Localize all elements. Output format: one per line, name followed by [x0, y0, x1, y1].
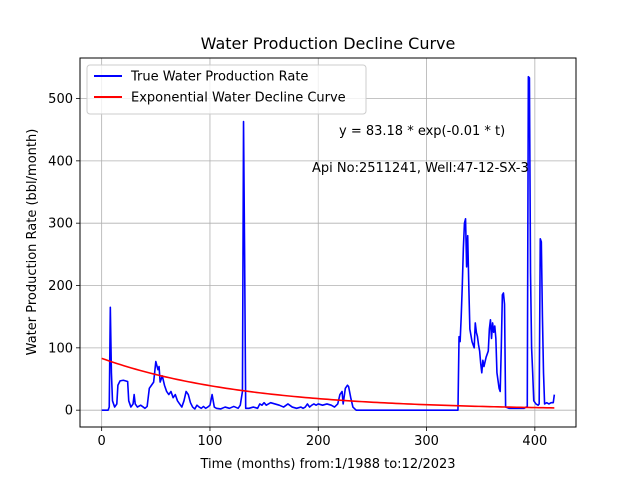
- y-axis-title: Water Production Rate (bbl/month): [25, 129, 40, 356]
- legend-box: [86, 64, 367, 115]
- true-water-rate-line: [101, 75, 556, 411]
- y-tick-label: 300: [48, 217, 73, 232]
- y-tick-label: 500: [48, 92, 73, 107]
- y-tick-label: 100: [48, 341, 73, 356]
- plot-series: [101, 75, 556, 411]
- y-tick-label: 400: [48, 154, 73, 169]
- plot-frame: [79, 57, 577, 428]
- legend-label-decline-curve: Exponential Water Decline Curve: [131, 91, 346, 106]
- x-tick-label: 200: [306, 434, 331, 449]
- exponential-decline-line: [101, 357, 555, 409]
- legend: True Water Production Rate Exponential W…: [86, 64, 367, 115]
- chart-title: Water Production Decline Curve: [201, 34, 456, 53]
- legend-label-true-rate: True Water Production Rate: [130, 70, 308, 85]
- x-axis-title: Time (months) from:1/1988 to:12/2023: [199, 457, 455, 472]
- axis-ticks: 0 100 200 300 400 0 100 200 300 400 500: [48, 92, 547, 449]
- x-tick-label: 100: [198, 434, 223, 449]
- y-tick-label: 200: [48, 279, 73, 294]
- x-tick-label: 400: [522, 434, 547, 449]
- equation-annotation: y = 83.18 * exp(-0.01 * t): [339, 124, 505, 139]
- y-tick-label: 0: [65, 404, 73, 419]
- x-tick-label: 0: [98, 434, 106, 449]
- x-tick-label: 300: [414, 434, 439, 449]
- well-annotation: Api No:2511241, Well:47-12-SX-3: [312, 161, 529, 176]
